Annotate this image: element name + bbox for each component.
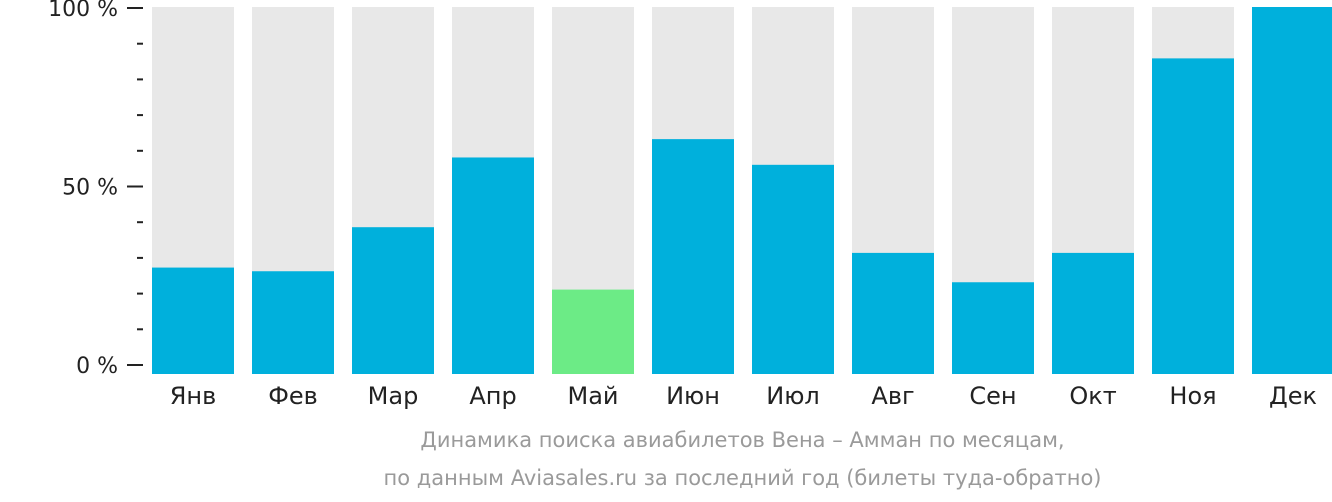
- x-category-label: Май: [567, 382, 618, 410]
- bar-6: [652, 139, 734, 374]
- x-category-label: Июн: [666, 382, 720, 410]
- x-category-label: Мар: [368, 382, 419, 410]
- x-category-label: Фев: [268, 382, 318, 410]
- chart-caption-line-1: Динамика поиска авиабилетов Вена – Амман…: [420, 428, 1065, 452]
- bar-10: [1052, 252, 1134, 374]
- x-category-label: Авг: [871, 382, 914, 410]
- bar-7: [752, 164, 834, 374]
- x-category-label: Июл: [766, 382, 820, 410]
- bar-2: [252, 271, 334, 374]
- bar-8: [852, 252, 934, 374]
- bar-1: [152, 267, 234, 374]
- chart-caption-line-2: по данным Aviasales.ru за последний год …: [383, 466, 1102, 490]
- x-category-label: Окт: [1069, 382, 1116, 410]
- bar-3: [352, 227, 434, 374]
- bar-5: [552, 289, 634, 374]
- x-category-label: Дек: [1269, 382, 1317, 410]
- bar-12: [1252, 7, 1332, 374]
- bar-chart: 0 % 50 % 100 % Янв Фев Мар Апр Май Июн Июл Авг Сен О…: [48, 0, 1332, 410]
- x-category-label: Янв: [170, 382, 217, 410]
- y-tick-label: 0 %: [76, 354, 118, 379]
- x-category-label: Апр: [469, 382, 516, 410]
- bar-11: [1152, 58, 1234, 374]
- x-category-label: Сен: [969, 382, 1016, 410]
- x-category-label: Ноя: [1169, 382, 1216, 410]
- bar-4: [452, 157, 534, 374]
- y-tick-label: 100 %: [48, 0, 118, 22]
- y-tick-label: 50 %: [62, 176, 118, 201]
- bar-9: [952, 282, 1034, 374]
